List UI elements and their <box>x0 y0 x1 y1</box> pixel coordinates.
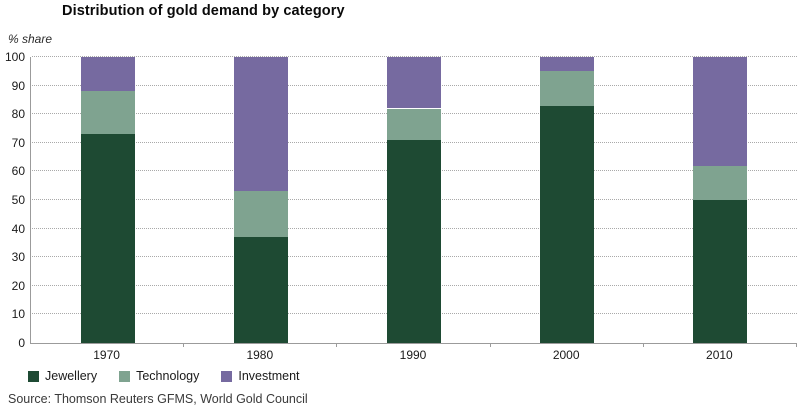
legend-swatch-technology <box>119 370 131 382</box>
chart-title: Distribution of gold demand by category <box>62 3 345 19</box>
x-tick-label-2000: 2000 <box>552 348 580 362</box>
x-axis-tick <box>796 343 797 347</box>
y-axis-unit-label: % share <box>8 32 53 46</box>
legend-swatch-investment <box>221 370 233 382</box>
y-tick-label-60: 60 <box>11 164 25 179</box>
x-tick-label-1970: 1970 <box>93 348 120 362</box>
bar-2000-investment <box>540 57 595 72</box>
x-axis-tick <box>336 343 338 347</box>
bar-1980-jewellery <box>233 237 288 343</box>
y-tick-label-50: 50 <box>11 193 25 207</box>
legend: Jewellery Technology Investment <box>28 369 322 383</box>
bar-2000-technology <box>540 71 595 106</box>
legend-item-investment: Investment <box>221 369 300 383</box>
legend-swatch-jewellery <box>28 370 39 382</box>
x-tick-label-2010: 2010 <box>706 348 733 362</box>
x-axis-tick <box>642 343 644 347</box>
y-tick-label-100: 100 <box>4 50 25 64</box>
bar-2000-jewellery <box>540 105 595 343</box>
legend-item-technology: Technology <box>119 369 199 383</box>
legend-label-technology: Technology <box>136 369 200 383</box>
plot-area <box>30 56 797 347</box>
y-tick-label-30: 30 <box>11 250 25 265</box>
source-attribution: Source: Thomson Reuters GFMS, World Gold… <box>8 392 308 406</box>
legend-label-investment: Investment <box>238 369 300 383</box>
y-tick-label-10: 10 <box>11 307 25 322</box>
y-tick-label-70: 70 <box>11 135 25 150</box>
y-axis-tick-labels: 0 10 20 30 40 50 60 70 80 90 100 <box>0 51 25 349</box>
x-tick-label-1980: 1980 <box>246 348 274 362</box>
bar-2010-investment <box>693 57 748 166</box>
y-tick-label-20: 20 <box>11 278 25 293</box>
y-tick-label-0: 0 <box>18 336 25 350</box>
legend-label-jewellery: Jewellery <box>45 369 98 383</box>
bar-1990-technology <box>387 108 441 140</box>
bar-2010-jewellery <box>693 200 748 343</box>
bar-2010-technology <box>693 165 748 200</box>
bar-1970-investment <box>80 57 135 92</box>
x-axis-tick <box>489 343 491 347</box>
y-tick-label-40: 40 <box>11 221 25 236</box>
x-axis-tick <box>183 343 185 347</box>
y-tick-label-80: 80 <box>11 107 25 122</box>
bar-1990-investment <box>387 57 441 109</box>
bar-1970-technology <box>80 91 135 135</box>
bar-1980-technology <box>233 191 288 238</box>
bar-1990-jewellery <box>387 139 441 343</box>
bar-1980-investment <box>233 57 288 192</box>
gridline-100 <box>32 56 797 57</box>
x-tick-label-1990: 1990 <box>399 348 427 362</box>
legend-item-jewellery: Jewellery <box>28 369 97 383</box>
bar-1970-jewellery <box>80 134 135 343</box>
x-axis-tick-labels: 1970 1980 1990 2000 2010 <box>30 348 796 362</box>
y-tick-label-90: 90 <box>11 78 25 93</box>
